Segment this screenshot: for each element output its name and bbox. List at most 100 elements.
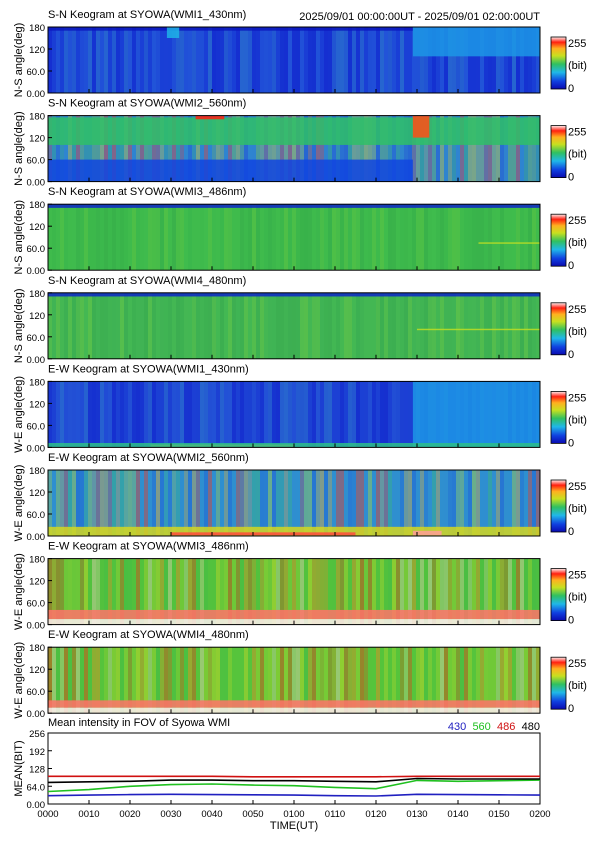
heatmap-stripe — [524, 292, 528, 359]
heatmap-stripe — [180, 292, 184, 359]
heatmap-stripe — [160, 204, 164, 271]
heatmap-stripe — [220, 27, 224, 93]
heatmap-stripe — [148, 204, 152, 271]
heatmap-stripe — [292, 27, 296, 93]
heatmap-stripe — [136, 381, 140, 448]
heatmap-stripe — [232, 647, 236, 714]
heatmap-stripe — [292, 470, 296, 536]
heatmap-stripe — [156, 470, 160, 536]
heatmap-stripe — [164, 115, 168, 182]
heatmap-stripe — [332, 558, 336, 625]
heatmap-stripe — [132, 381, 136, 448]
heatmap-stripe — [396, 204, 400, 271]
heatmap-stripe — [464, 115, 468, 182]
heatmap-stripe — [388, 558, 392, 625]
legend-entry: 480 — [522, 721, 540, 733]
heatmap-stripe — [520, 647, 524, 714]
heatmap-stripe — [428, 558, 432, 625]
heatmap-stripe — [324, 558, 328, 625]
heatmap-stripe — [236, 27, 240, 93]
heatmap-stripe — [316, 647, 320, 714]
heatmap-stripe — [128, 204, 132, 271]
heatmap-stripe — [316, 558, 320, 625]
heatmap-stripe — [284, 647, 288, 714]
heatmap-stripe — [496, 115, 500, 182]
y-tick-label: 0.00 — [27, 532, 46, 543]
heatmap-stripe — [424, 647, 428, 714]
heatmap-stripe — [500, 647, 504, 714]
heatmap-stripe — [96, 470, 100, 536]
heatmap-stripe — [448, 292, 452, 359]
heatmap-stripe — [344, 381, 348, 448]
heatmap-stripe — [380, 647, 384, 714]
heatmap-stripe — [128, 470, 132, 536]
heatmap-stripe — [528, 115, 532, 182]
heatmap-stripe — [80, 381, 84, 448]
colorbar — [550, 302, 567, 356]
heatmap-stripe — [408, 204, 412, 271]
heatmap-stripe — [496, 27, 500, 93]
heatmap-stripe — [116, 381, 120, 448]
heatmap-stripe — [344, 204, 348, 271]
heatmap-stripe — [108, 558, 112, 625]
heatmap-stripe — [512, 558, 516, 625]
heatmap-stripe — [156, 204, 160, 271]
heatmap-stripe — [224, 381, 228, 448]
colorbar-min-label: 0 — [568, 172, 574, 184]
heatmap-stripe — [48, 292, 52, 359]
heatmap-stripe — [456, 292, 460, 359]
heatmap-stripe — [200, 647, 204, 714]
heatmap-stripe — [512, 470, 516, 536]
heatmap-stripe — [492, 470, 496, 536]
heatmap-stripe — [536, 27, 540, 93]
heatmap-stripe — [468, 115, 472, 182]
heatmap-stripe — [348, 27, 352, 93]
heatmap-stripe — [436, 470, 440, 536]
heatmap-stripe — [192, 115, 196, 182]
heatmap-stripe — [60, 470, 64, 536]
heatmap-stripe — [400, 558, 404, 625]
heatmap-stripe — [256, 558, 260, 625]
heatmap-stripe — [492, 647, 496, 714]
heatmap-stripe — [240, 558, 244, 625]
heatmap-stripe — [108, 27, 112, 93]
heatmap-stripe — [312, 27, 316, 93]
x-tick-label: 0100 — [283, 809, 304, 820]
heatmap-stripe — [100, 292, 104, 359]
heatmap-stripe — [100, 381, 104, 448]
y-axis-label: W-E angle(deg) — [13, 376, 25, 453]
y-tick-label: 180 — [29, 200, 45, 211]
y-tick-label: 120 — [29, 222, 45, 233]
heatmap-stripe — [48, 647, 52, 714]
heatmap-stripe — [172, 558, 176, 625]
heatmap-stripe — [188, 204, 192, 271]
heatmap-stripe — [140, 27, 144, 93]
heatmap-stripe — [140, 204, 144, 271]
heatmap-stripe — [528, 292, 532, 359]
heatmap-texture — [48, 204, 540, 271]
heatmap-stripe — [156, 115, 160, 182]
heatmap-stripe — [88, 204, 92, 271]
heatmap-stripe — [368, 470, 372, 536]
heatmap-stripe — [352, 558, 356, 625]
y-tick-label: 0.00 — [27, 266, 46, 277]
heatmap-stripe — [212, 204, 216, 271]
heatmap-stripe — [212, 470, 216, 536]
heatmap-stripe — [500, 204, 504, 271]
heatmap-stripe — [520, 27, 524, 93]
heatmap-stripe — [332, 204, 336, 271]
heatmap-stripe — [76, 647, 80, 714]
heatmap-stripe — [220, 647, 224, 714]
heatmap-stripe — [472, 204, 476, 271]
heatmap-stripe — [68, 115, 72, 182]
heatmap-stripe — [344, 558, 348, 625]
heatmap-stripe — [204, 204, 208, 271]
heatmap-stripe — [320, 558, 324, 625]
heatmap-stripe — [276, 292, 280, 359]
heatmap-stripe — [216, 647, 220, 714]
heatmap-stripe — [444, 115, 448, 182]
heatmap-stripe — [304, 381, 308, 448]
panel-title: S-N Keogram at SYOWA(WMI3_486nm) — [48, 186, 246, 198]
colorbar — [550, 656, 567, 710]
heatmap-stripe — [316, 292, 320, 359]
